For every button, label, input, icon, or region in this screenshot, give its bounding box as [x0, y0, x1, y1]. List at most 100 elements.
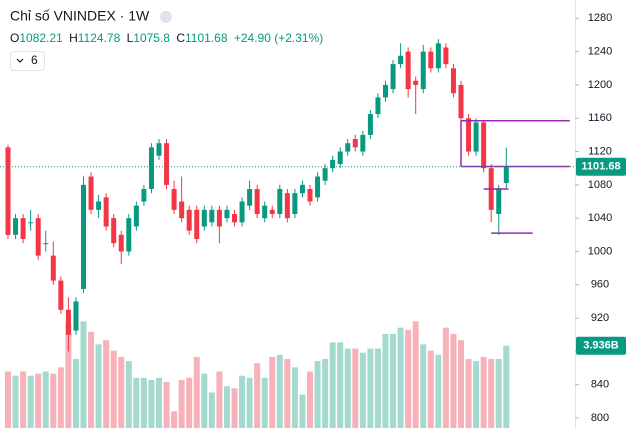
candle-body [466, 118, 472, 152]
volume-bar [163, 382, 170, 428]
ohlc-label: H [69, 31, 78, 45]
volume-bar [405, 329, 412, 428]
candle-body [277, 189, 283, 214]
ohlc-value: 1082.21 [19, 31, 63, 45]
volume-bar [382, 333, 389, 428]
candle-body [118, 234, 124, 252]
candle-body [473, 122, 479, 152]
candle-body [96, 201, 102, 210]
volume-bar [103, 340, 110, 428]
candle-body [345, 143, 351, 152]
volume-bar [503, 345, 510, 428]
volume-bar [35, 373, 42, 428]
candle-body [232, 214, 237, 223]
volume-bar [344, 348, 351, 428]
candle-body [322, 168, 328, 181]
candle-body [352, 139, 358, 148]
candle-body [413, 80, 419, 85]
candle-body [88, 176, 94, 210]
y-tick-label: 960 [591, 279, 609, 291]
y-tick-label: 1280 [588, 12, 612, 24]
volume-bar [72, 359, 79, 428]
candle-body [43, 243, 49, 245]
candle-body [398, 55, 404, 65]
volume-bar [20, 371, 27, 428]
price-label-box [576, 157, 626, 176]
volume-bar [223, 386, 230, 428]
volume-bar [95, 344, 102, 428]
candle-body [209, 209, 215, 223]
candle-body [367, 114, 373, 135]
candle-body [13, 218, 19, 235]
volume-bar [442, 327, 449, 428]
volume-bar [397, 327, 404, 428]
candle-body [360, 134, 366, 152]
candle-body [435, 43, 441, 69]
candle-body [73, 301, 79, 331]
volume-bar [337, 342, 344, 428]
candle-body [133, 205, 139, 227]
candle-body [330, 159, 336, 169]
candle-body [156, 143, 162, 156]
chevron-icon [16, 58, 24, 63]
y-tick-label: 1000 [588, 245, 612, 257]
candle-body [247, 189, 253, 206]
status-icon [160, 11, 172, 23]
candle-body [375, 97, 381, 115]
volume-bar [307, 371, 313, 428]
indicator-button[interactable] [10, 51, 45, 71]
candle-body [284, 193, 290, 219]
volume-bar [201, 373, 208, 428]
ohlc-change: +24.90 (+2.31%) [234, 31, 323, 45]
candle-body [481, 122, 487, 169]
header: Chỉ số VNINDEX · 1W O1082.21 H1124.78 L1… [10, 8, 323, 71]
volume-bar [57, 367, 64, 428]
volume-bar [322, 359, 329, 428]
y-tick-label: 1200 [588, 79, 612, 91]
plot [0, 39, 575, 428]
y-tick-label: 1240 [588, 46, 612, 58]
volume-bar [140, 377, 147, 428]
candle-body [390, 64, 396, 90]
candle-body [148, 147, 154, 190]
candle-body [239, 201, 245, 223]
candle-body [383, 84, 388, 98]
ohlc-label: C [176, 31, 185, 45]
candle-body [405, 51, 411, 90]
candle-body [171, 189, 177, 210]
volume-bar [125, 361, 132, 428]
volume-bar [458, 340, 464, 428]
volume-bar [231, 388, 238, 428]
candle-body [443, 47, 449, 65]
volume-bar [216, 371, 223, 428]
candle-body [458, 84, 464, 119]
indicator-toggle[interactable]: 6 [10, 51, 45, 71]
volume-bar [314, 361, 321, 428]
candle-body [216, 209, 222, 227]
ohlc-value: 1124.78 [78, 31, 121, 45]
ohlc-label: O [10, 31, 19, 45]
volume-bar [261, 377, 268, 428]
volume-bar [5, 371, 11, 428]
volume-bar [427, 350, 434, 428]
volume-bar [254, 363, 261, 428]
candle-body [269, 209, 275, 214]
volume-bar [473, 361, 480, 428]
candle-body [164, 143, 170, 185]
volume-bar [193, 356, 200, 428]
y-tick-label: 920 [591, 312, 609, 324]
y-tick-label: 1120 [588, 145, 612, 157]
volume-bar [359, 352, 366, 428]
candle-body [50, 255, 56, 281]
volume-bar [171, 411, 178, 428]
volume-bar [465, 359, 472, 428]
chart-title: Chỉ số VNINDEX · 1W [10, 8, 150, 24]
candle-body [299, 184, 305, 194]
y-tick-label: 1080 [588, 179, 612, 191]
candle-body [126, 218, 132, 252]
price-label: 1101.68 [581, 161, 620, 173]
volume-bar [88, 331, 95, 428]
volume-bar [42, 371, 49, 428]
volume-bar [65, 323, 72, 428]
volume-bar [420, 344, 427, 428]
